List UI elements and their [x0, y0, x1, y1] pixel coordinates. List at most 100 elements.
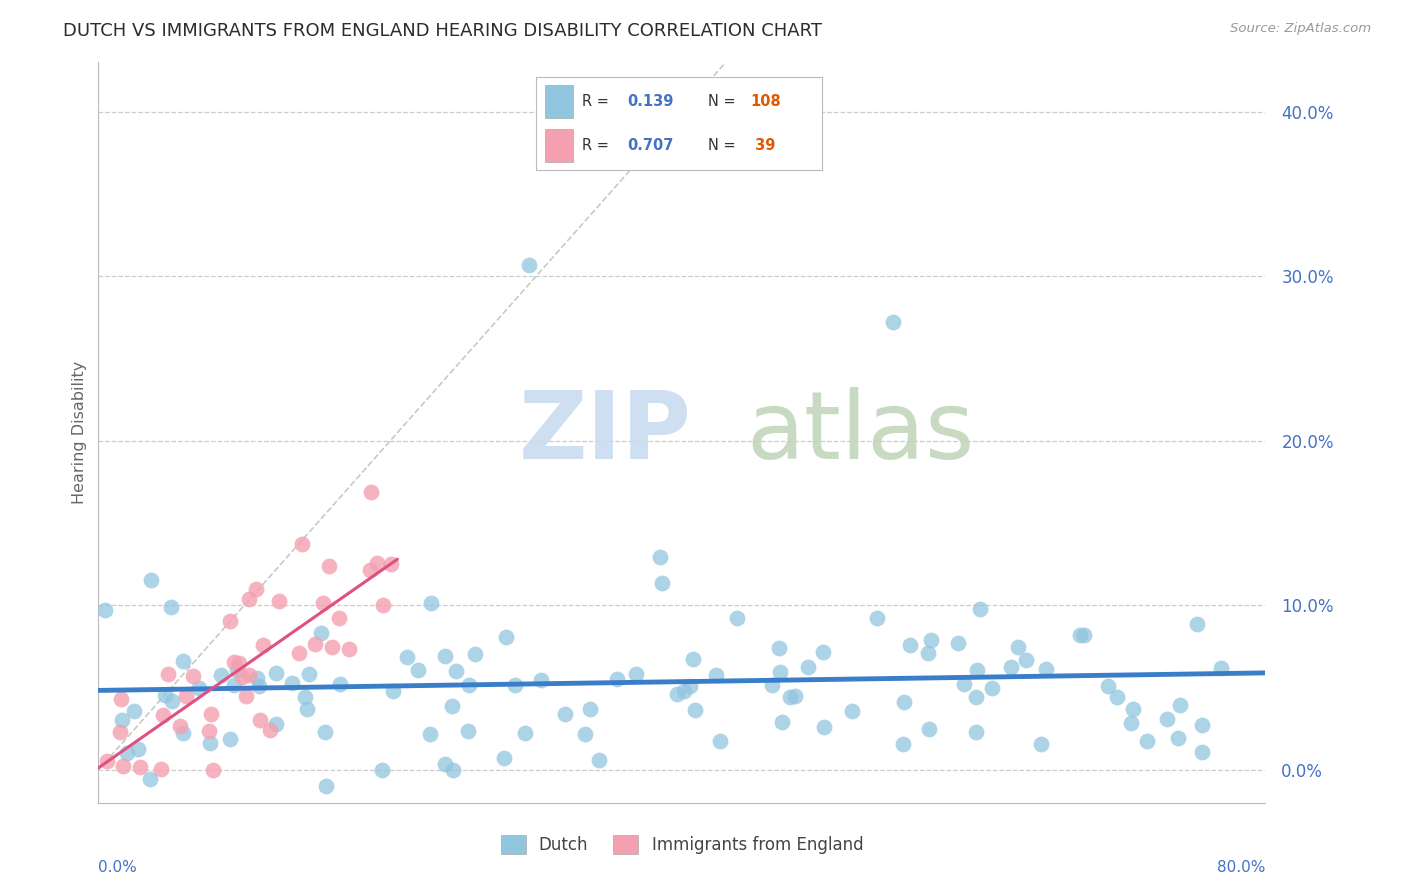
Point — [298, 667, 321, 681]
Legend: Dutch, Immigrants from England: Dutch, Immigrants from England — [494, 829, 870, 861]
Text: atlas: atlas — [747, 386, 974, 479]
Point — [360, 484, 382, 499]
Point — [464, 647, 486, 661]
Point — [606, 672, 628, 686]
Point — [554, 707, 576, 722]
Text: 0.0%: 0.0% — [98, 861, 138, 875]
Point — [682, 652, 704, 666]
Point — [517, 258, 540, 272]
Point — [110, 691, 132, 706]
Point — [579, 701, 602, 715]
Point — [1119, 715, 1142, 730]
Point — [666, 687, 689, 701]
Point — [245, 582, 267, 597]
Point — [321, 640, 343, 655]
Text: ZIP: ZIP — [519, 386, 692, 479]
Point — [685, 703, 707, 717]
Point — [264, 665, 287, 680]
Point — [813, 720, 835, 734]
Point — [93, 603, 115, 617]
Point — [768, 641, 790, 656]
Point — [111, 713, 134, 727]
Point — [202, 763, 225, 777]
Point — [893, 695, 915, 709]
Point — [1191, 745, 1213, 759]
Point — [174, 689, 197, 703]
Point — [917, 722, 939, 736]
Point — [288, 646, 311, 660]
Point — [128, 760, 150, 774]
Point — [679, 680, 702, 694]
Point — [252, 638, 274, 652]
Point — [969, 601, 991, 615]
Point — [965, 690, 987, 705]
Point — [188, 681, 211, 695]
Point — [224, 678, 246, 692]
Point — [318, 559, 340, 574]
Point — [264, 716, 287, 731]
Point — [965, 725, 987, 739]
Point — [238, 668, 260, 682]
Point — [419, 727, 441, 741]
Point — [980, 681, 1002, 695]
Point — [238, 591, 260, 606]
Point — [624, 667, 647, 681]
Point — [200, 706, 222, 721]
Point — [441, 763, 464, 777]
Point — [249, 713, 271, 727]
Point — [219, 731, 242, 746]
Point — [1191, 718, 1213, 732]
Point — [1097, 679, 1119, 693]
Point — [513, 725, 536, 739]
Point — [1122, 702, 1144, 716]
Point — [419, 596, 441, 610]
Point — [312, 596, 335, 610]
Point — [444, 664, 467, 678]
Point — [198, 737, 221, 751]
Point — [231, 669, 253, 683]
Point — [441, 699, 464, 714]
Point — [246, 672, 269, 686]
Point — [295, 701, 318, 715]
Point — [117, 746, 139, 760]
Point — [311, 626, 333, 640]
Point — [811, 645, 834, 659]
Point — [650, 550, 672, 565]
Point — [304, 637, 326, 651]
Point — [917, 646, 939, 660]
Point — [314, 724, 336, 739]
Point — [1211, 661, 1233, 675]
Point — [337, 642, 360, 657]
Point — [406, 663, 429, 677]
Text: DUTCH VS IMMIGRANTS FROM ENGLAND HEARING DISABILITY CORRELATION CHART: DUTCH VS IMMIGRANTS FROM ENGLAND HEARING… — [63, 22, 823, 40]
Point — [396, 650, 419, 665]
Point — [329, 677, 352, 691]
Point — [111, 759, 134, 773]
Point — [495, 630, 517, 644]
Point — [1167, 731, 1189, 745]
Point — [946, 636, 969, 650]
Point — [783, 689, 806, 703]
Point — [898, 638, 921, 652]
Point — [159, 600, 181, 615]
Point — [1105, 690, 1128, 705]
Point — [672, 684, 695, 698]
Point — [891, 737, 914, 751]
Point — [494, 751, 516, 765]
Point — [434, 648, 457, 663]
Point — [127, 742, 149, 756]
Point — [209, 668, 232, 682]
Point — [953, 677, 976, 691]
Point — [328, 611, 350, 625]
Point — [1035, 662, 1057, 676]
Point — [1015, 653, 1038, 667]
Point — [294, 690, 316, 704]
Y-axis label: Hearing Disability: Hearing Disability — [72, 361, 87, 504]
Point — [779, 690, 801, 705]
Text: 80.0%: 80.0% — [1218, 861, 1265, 875]
Point — [359, 563, 381, 577]
Point — [866, 610, 889, 624]
Point — [704, 668, 727, 682]
Point — [1168, 698, 1191, 712]
Point — [768, 665, 790, 679]
